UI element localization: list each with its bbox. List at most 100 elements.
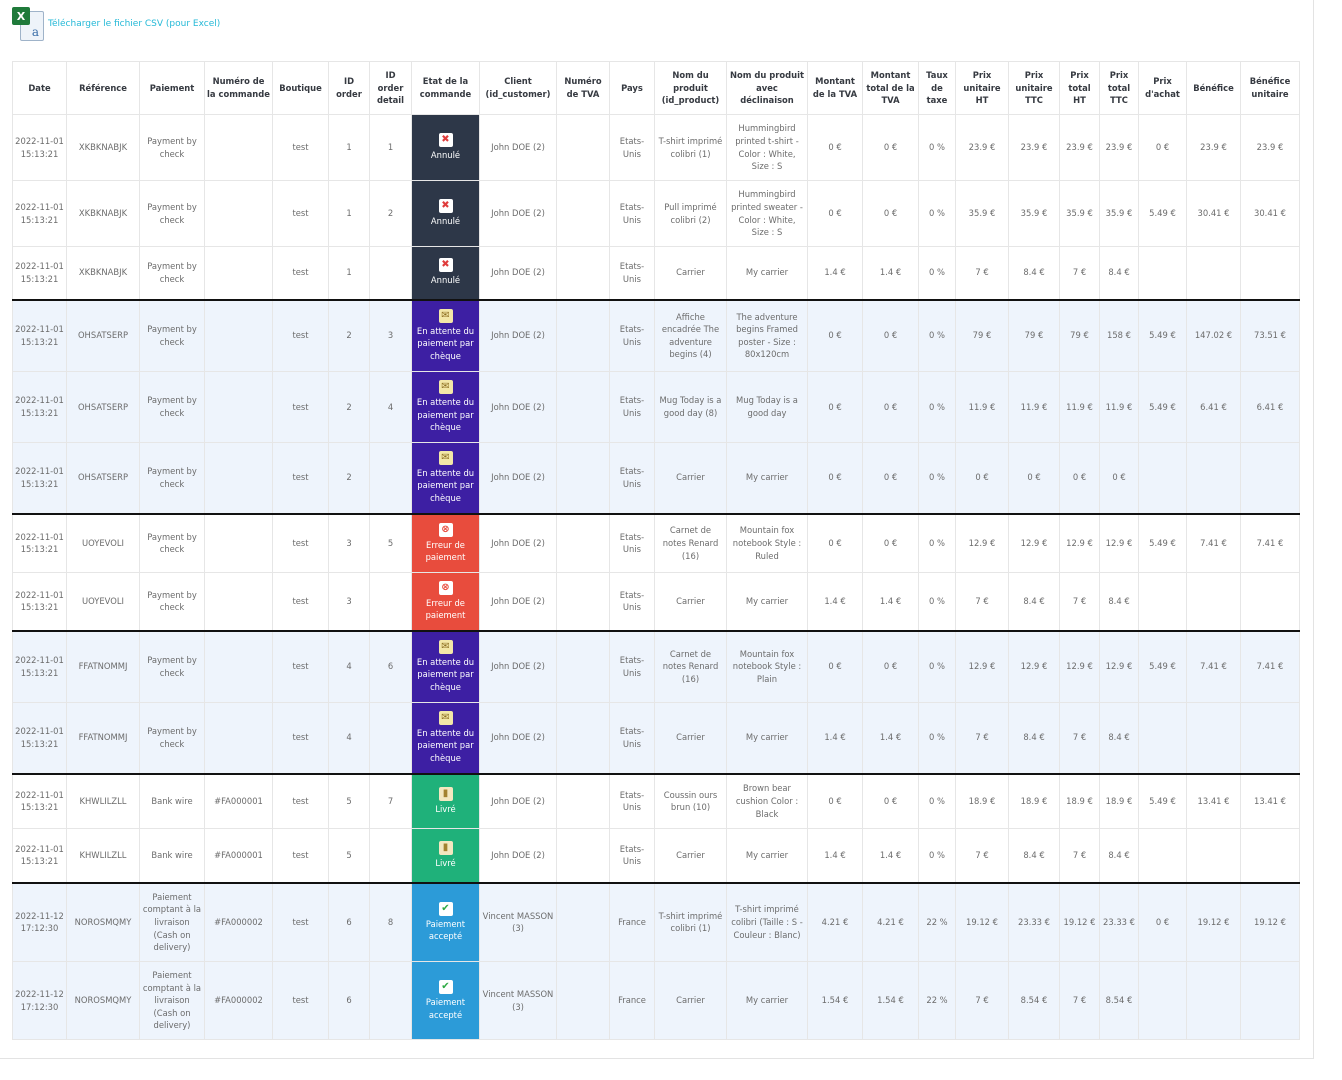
total-price-ttc-cell: 8.4 € xyxy=(1099,572,1139,631)
table-row[interactable]: 2022-11-01 15:13:21 KHWLILZLL Bank wire #FA… xyxy=(12,772,1300,829)
customer-cell: John DOE (2) xyxy=(479,442,557,514)
product-name-cell: Pull imprimé colibri (2) xyxy=(654,180,727,247)
table-row[interactable]: 2022-11-01 15:13:21 XKBKNABJK Payment by c… xyxy=(12,246,1300,300)
total-price-ttc-cell: 35.9 € xyxy=(1099,180,1139,247)
reference-cell: NOROSMQMY xyxy=(66,881,140,962)
country-cell: Etats-Unis xyxy=(609,512,655,573)
column-header[interactable]: Prix unitaire HT xyxy=(955,61,1009,115)
total-price-ttc-cell: 0 € xyxy=(1099,442,1139,514)
column-header[interactable]: ID order detail xyxy=(369,61,412,115)
vat-number-cell xyxy=(556,442,610,514)
order-status-cell: ✉ En attente du paiement par chèque xyxy=(411,629,480,703)
date-cell: 2022-11-01 15:13:21 xyxy=(12,114,67,181)
order-id-cell: 2 xyxy=(328,442,370,514)
column-header[interactable]: Date xyxy=(12,61,67,115)
date-cell: 2022-11-01 15:13:21 xyxy=(12,180,67,247)
order-status-cell: ✉ En attente du paiement par chèque xyxy=(411,442,480,514)
column-header[interactable]: Numéro de TVA xyxy=(556,61,610,115)
column-header[interactable]: Nom du produit (id_product) xyxy=(654,61,727,115)
vat-number-cell xyxy=(556,246,610,300)
table-row[interactable]: 2022-11-01 15:13:21 UOYEVOLI Payment by ch… xyxy=(12,512,1300,573)
total-price-ht-cell: 35.9 € xyxy=(1059,180,1100,247)
vat-total-cell: 0 € xyxy=(862,512,919,573)
error-icon: ⊗ xyxy=(438,522,453,537)
order-status-label: En attente du paiement par chèque xyxy=(416,325,475,362)
total-price-ttc-cell: 18.9 € xyxy=(1099,772,1139,829)
vat-amount-cell: 1.54 € xyxy=(807,961,863,1040)
table-row[interactable]: 2022-11-01 15:13:21 XKBKNABJK Payment by c… xyxy=(12,114,1300,181)
purchase-price-cell xyxy=(1138,442,1187,514)
csv-download-link[interactable]: Télécharger le fichier CSV (pour Excel) xyxy=(48,19,221,29)
unit-profit-cell: 7.41 € xyxy=(1240,629,1300,703)
column-header[interactable]: Montant de la TVA xyxy=(807,61,863,115)
column-header[interactable]: Numéro de la commande xyxy=(204,61,273,115)
column-header[interactable]: Paiement xyxy=(139,61,205,115)
vat-amount-cell: 0 € xyxy=(807,512,863,573)
invoice-number-cell xyxy=(204,442,273,514)
payment-cell: Payment by check xyxy=(139,442,205,514)
country-cell: Etats-Unis xyxy=(609,371,655,443)
csv-download[interactable]: a X Télécharger le fichier CSV (pour Exc… xyxy=(12,6,220,42)
package-icon: ▮ xyxy=(438,840,453,855)
table-row[interactable]: 2022-11-01 15:13:21 OHSATSERP Payment by c… xyxy=(12,371,1300,443)
order-id-cell: 3 xyxy=(328,512,370,573)
table-row[interactable]: 2022-11-01 15:13:21 UOYEVOLI Payment by ch… xyxy=(12,572,1300,631)
unit-price-ht-cell: 7 € xyxy=(955,961,1009,1040)
table-row[interactable]: 2022-11-01 15:13:21 OHSATSERP Payment by c… xyxy=(12,442,1300,514)
unit-price-ht-cell: 0 € xyxy=(955,442,1009,514)
column-header[interactable]: Montant total de la TVA xyxy=(862,61,919,115)
order-status-label: Livré xyxy=(435,857,456,868)
tax-rate-cell: 22 % xyxy=(918,961,956,1040)
shop-cell: test xyxy=(272,371,329,443)
column-header[interactable]: Boutique xyxy=(272,61,329,115)
date-cell: 2022-11-01 15:13:21 xyxy=(12,371,67,443)
vat-amount-cell: 4.21 € xyxy=(807,881,863,962)
table-row[interactable]: 2022-11-01 15:13:21 XKBKNABJK Payment by c… xyxy=(12,180,1300,247)
total-price-ht-cell: 7 € xyxy=(1059,961,1100,1040)
vat-amount-cell: 0 € xyxy=(807,772,863,829)
shop-cell: test xyxy=(272,442,329,514)
column-header[interactable]: Client (id_customer) xyxy=(479,61,557,115)
table-row[interactable]: 2022-11-12 17:12:30 NOROSMQMY Paiement com… xyxy=(12,961,1300,1040)
date-cell: 2022-11-01 15:13:21 xyxy=(12,572,67,631)
shop-cell: test xyxy=(272,114,329,181)
unit-price-ht-cell: 7 € xyxy=(955,702,1009,774)
tax-rate-cell: 0 % xyxy=(918,180,956,247)
date-cell: 2022-11-01 15:13:21 xyxy=(12,772,67,829)
error-icon: ⊗ xyxy=(438,580,453,595)
column-header[interactable]: Prix unitaire TTC xyxy=(1008,61,1060,115)
reference-cell: XKBKNABJK xyxy=(66,246,140,300)
column-header[interactable]: Taux de taxe xyxy=(918,61,956,115)
table-row[interactable]: 2022-11-12 17:12:30 NOROSMQMY Paiement com… xyxy=(12,881,1300,962)
column-header[interactable]: Bénéfice unitaire xyxy=(1240,61,1300,115)
column-header[interactable]: Pays xyxy=(609,61,655,115)
product-variant-cell: Hummingbird printed t-shirt - Color : Wh… xyxy=(726,114,808,181)
vat-total-cell: 1.4 € xyxy=(862,828,919,883)
column-header[interactable]: Nom du produit avec déclinaison xyxy=(726,61,808,115)
total-price-ttc-cell: 8.54 € xyxy=(1099,961,1139,1040)
table-row[interactable]: 2022-11-01 15:13:21 KHWLILZLL Bank wire #FA… xyxy=(12,828,1300,883)
unit-price-ttc-cell: 23.9 € xyxy=(1008,114,1060,181)
column-header[interactable]: ID order xyxy=(328,61,370,115)
table-row[interactable]: 2022-11-01 15:13:21 FFATNOMMJ Payment by c… xyxy=(12,702,1300,774)
column-header[interactable]: Prix total TTC xyxy=(1099,61,1139,115)
table-row[interactable]: 2022-11-01 15:13:21 FFATNOMMJ Payment by c… xyxy=(12,629,1300,703)
vat-number-cell xyxy=(556,180,610,247)
column-header[interactable]: Bénéfice xyxy=(1186,61,1241,115)
table-row[interactable]: 2022-11-01 15:13:21 OHSATSERP Payment by c… xyxy=(12,298,1300,372)
tax-rate-cell: 0 % xyxy=(918,298,956,372)
envelope-icon: ✉ xyxy=(438,308,453,323)
order-detail-id-cell xyxy=(369,961,412,1040)
order-status-label: Paiement accepté xyxy=(425,996,466,1020)
column-header[interactable]: Prix total HT xyxy=(1059,61,1100,115)
column-header[interactable]: Prix d'achat xyxy=(1138,61,1187,115)
envelope-icon: ✉ xyxy=(438,639,453,654)
column-header[interactable]: Référence xyxy=(66,61,140,115)
unit-profit-cell: 30.41 € xyxy=(1240,180,1300,247)
excel-file-icon[interactable]: a X xyxy=(12,7,44,41)
order-detail-id-cell: 7 xyxy=(369,772,412,829)
unit-profit-cell: 23.9 € xyxy=(1240,114,1300,181)
column-header[interactable]: Etat de la commande xyxy=(411,61,480,115)
vat-amount-cell: 1.4 € xyxy=(807,828,863,883)
customer-cell: John DOE (2) xyxy=(479,512,557,573)
